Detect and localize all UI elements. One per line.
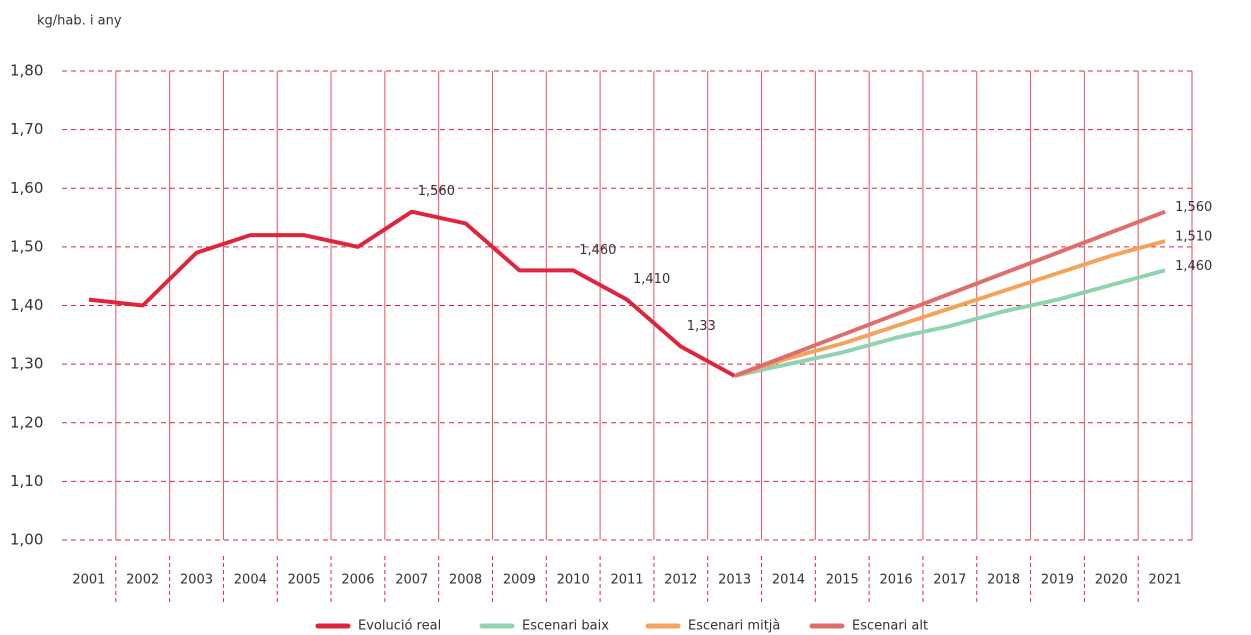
x-tick-label: 2020	[1095, 573, 1128, 588]
series-line	[733, 209, 1166, 378]
series-line	[733, 239, 1166, 378]
y-tick-label: 1,30	[10, 355, 43, 373]
x-tick-label: 2006	[341, 573, 374, 588]
y-axis-label: kg/hab. i any	[37, 14, 122, 29]
x-tick-label: 2019	[1041, 573, 1074, 588]
y-tick-label: 1,10	[10, 472, 43, 490]
y-tick-label: 1,60	[10, 179, 43, 197]
legend-label: Escenari baix	[522, 619, 609, 634]
x-tick-label: 2016	[880, 573, 913, 588]
x-tick-label: 2018	[987, 573, 1020, 588]
series-line	[88, 209, 736, 378]
x-tick-label: 2002	[126, 573, 159, 588]
y-tick-label: 1,40	[10, 296, 43, 314]
data-label: 1,560	[1175, 200, 1212, 215]
y-tick-label: 1,20	[10, 413, 43, 431]
data-label: 1,460	[1175, 259, 1212, 274]
data-label: 1,33	[687, 319, 716, 334]
x-tick-label: 2010	[557, 573, 590, 588]
x-tick-label: 2017	[933, 573, 966, 588]
legend-label: Escenari alt	[852, 619, 928, 634]
data-label: 1,410	[633, 272, 670, 287]
x-tick-label: 2005	[288, 573, 321, 588]
data-label: 1,460	[579, 243, 616, 258]
data-label: 1,560	[418, 184, 455, 199]
y-tick-label: 1,00	[10, 531, 43, 549]
x-tick-label: 2013	[718, 573, 751, 588]
x-tick-label: 2015	[826, 573, 859, 588]
series-line	[734, 268, 1166, 378]
x-tick-label: 2012	[664, 573, 697, 588]
x-tick-label: 2001	[72, 573, 105, 588]
y-tick-label: 1,50	[10, 237, 43, 255]
y-tick-label: 1,70	[10, 120, 43, 138]
x-tick-label: 2004	[234, 573, 267, 588]
data-label: 1,510	[1175, 230, 1212, 245]
x-tick-label: 2003	[180, 573, 213, 588]
x-tick-label: 2008	[449, 573, 482, 588]
x-tick-label: 2007	[395, 573, 428, 588]
x-tick-label: 2009	[503, 573, 536, 588]
x-tick-label: 2014	[772, 573, 805, 588]
x-tick-label: 2021	[1149, 573, 1182, 588]
y-tick-label: 1,80	[10, 62, 43, 80]
legend-label: Evolució real	[358, 619, 441, 634]
x-tick-label: 2011	[610, 573, 643, 588]
legend-label: Escenari mitjà	[688, 619, 780, 634]
